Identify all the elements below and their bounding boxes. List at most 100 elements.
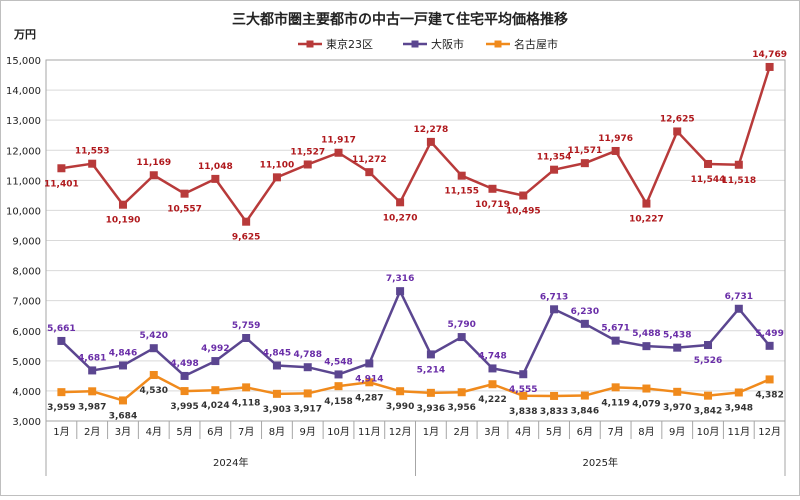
data-point [426, 388, 435, 397]
data-label: 3,959 [47, 403, 75, 413]
data-label: 9,625 [232, 233, 260, 243]
data-label: 6,713 [540, 292, 568, 302]
data-point [580, 159, 589, 168]
data-point [704, 391, 713, 400]
data-label: 5,661 [47, 324, 75, 334]
y-tick-label: 4,000 [12, 387, 41, 398]
data-label: 5,420 [140, 331, 168, 341]
data-label: 5,214 [417, 365, 445, 375]
data-label: 5,671 [601, 324, 629, 334]
data-point [88, 387, 97, 396]
data-point [519, 191, 528, 200]
data-point [88, 366, 97, 375]
data-point [488, 380, 497, 389]
data-labels: 11,401 11,553 10,190 11,169 10,557 11,048 9,62… [44, 50, 787, 421]
data-point [457, 171, 466, 180]
data-label: 4,846 [109, 348, 137, 358]
data-label: 4,845 [263, 348, 291, 358]
data-label: 4,748 [478, 351, 506, 361]
data-point [211, 174, 220, 183]
x-tick-label: 8月 [269, 426, 285, 438]
data-point [365, 378, 374, 387]
data-point [519, 370, 528, 379]
data-label: 11,553 [75, 147, 110, 157]
data-point [642, 199, 651, 208]
data-point [211, 357, 220, 366]
data-label: 3,846 [571, 407, 599, 417]
data-point [303, 160, 312, 169]
y-tick-label: 9,000 [12, 237, 41, 248]
data-label: 7,316 [386, 274, 414, 284]
data-point [704, 341, 713, 350]
y-tick-label: 3,000 [12, 417, 41, 428]
data-point [180, 189, 189, 198]
data-label: 4,555 [509, 385, 537, 395]
series-2 [57, 287, 774, 380]
data-label: 4,498 [170, 359, 198, 369]
data-label: 12,625 [660, 114, 695, 124]
data-label: 4,530 [140, 386, 168, 396]
data-point [272, 173, 281, 182]
data-label: 4,992 [201, 344, 229, 354]
y-tick-label: 8,000 [12, 267, 41, 278]
data-point [550, 391, 559, 400]
data-label: 11,155 [444, 187, 479, 197]
data-label: 5,759 [232, 321, 260, 331]
data-label: 11,354 [537, 153, 572, 163]
data-point [611, 383, 620, 392]
data-point [488, 364, 497, 373]
data-point [303, 363, 312, 372]
data-point [550, 305, 559, 314]
data-point [149, 370, 158, 379]
x-tick-label: 8月 [638, 426, 654, 438]
x-tick-label: 5月 [176, 426, 192, 438]
legend-item: 大阪市 [403, 37, 464, 51]
data-label: 3,917 [293, 404, 321, 414]
data-label: 6,731 [725, 292, 753, 302]
data-point [734, 160, 743, 169]
x-tick-label: 10月 [327, 426, 350, 438]
data-point [149, 171, 158, 180]
data-point [611, 336, 620, 345]
data-label: 4,914 [355, 374, 383, 384]
x-tick-label: 3月 [115, 426, 131, 438]
y-tick-label: 13,000 [6, 116, 41, 127]
data-label: 3,684 [109, 411, 137, 421]
data-label: 11,169 [136, 158, 171, 168]
data-point [88, 159, 97, 168]
series-line [61, 66, 771, 223]
data-point [272, 361, 281, 370]
data-point [642, 384, 651, 393]
data-label: 14,769 [752, 50, 787, 60]
y-tick-label: 6,000 [12, 327, 41, 338]
x-tick-label: 7月 [607, 426, 623, 438]
data-point [365, 359, 374, 368]
data-point [180, 387, 189, 396]
data-label: 3,903 [263, 405, 291, 415]
data-label: 10,557 [167, 205, 202, 215]
data-label: 3,970 [663, 403, 691, 413]
data-point [765, 375, 774, 384]
legend-item: 東京23区 [298, 37, 373, 51]
chart-title: 三大都市圏主要都市の中古一戸建て住宅平均価格推移 [232, 11, 568, 28]
data-point [396, 387, 405, 396]
legend-marker [411, 40, 419, 48]
data-point [642, 342, 651, 351]
data-label: 4,548 [324, 357, 352, 367]
data-point [365, 168, 374, 177]
data-label: 5,488 [632, 329, 660, 339]
data-label: 10,227 [629, 215, 664, 225]
y-tick-label: 15,000 [6, 56, 41, 67]
x-tick-label: 1月 [423, 426, 439, 438]
data-label: 3,987 [78, 402, 106, 412]
data-label: 5,526 [694, 356, 722, 366]
data-label: 3,995 [170, 402, 198, 412]
data-label: 11,544 [691, 175, 726, 185]
legend: 東京23区 大阪市 名古屋市 [298, 37, 558, 51]
data-point [673, 127, 682, 136]
data-point [334, 148, 343, 157]
data-point [57, 388, 66, 397]
data-point [211, 386, 220, 395]
y-tick-label: 12,000 [6, 146, 41, 157]
